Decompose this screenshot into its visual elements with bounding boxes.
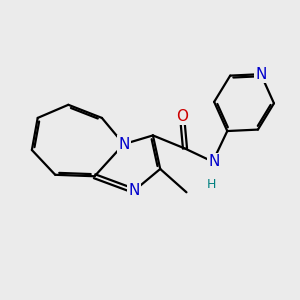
- Text: N: N: [255, 67, 266, 82]
- Text: H: H: [207, 178, 216, 191]
- Text: O: O: [176, 109, 188, 124]
- Text: N: N: [128, 183, 140, 198]
- Text: N: N: [208, 154, 220, 169]
- Text: N: N: [118, 137, 129, 152]
